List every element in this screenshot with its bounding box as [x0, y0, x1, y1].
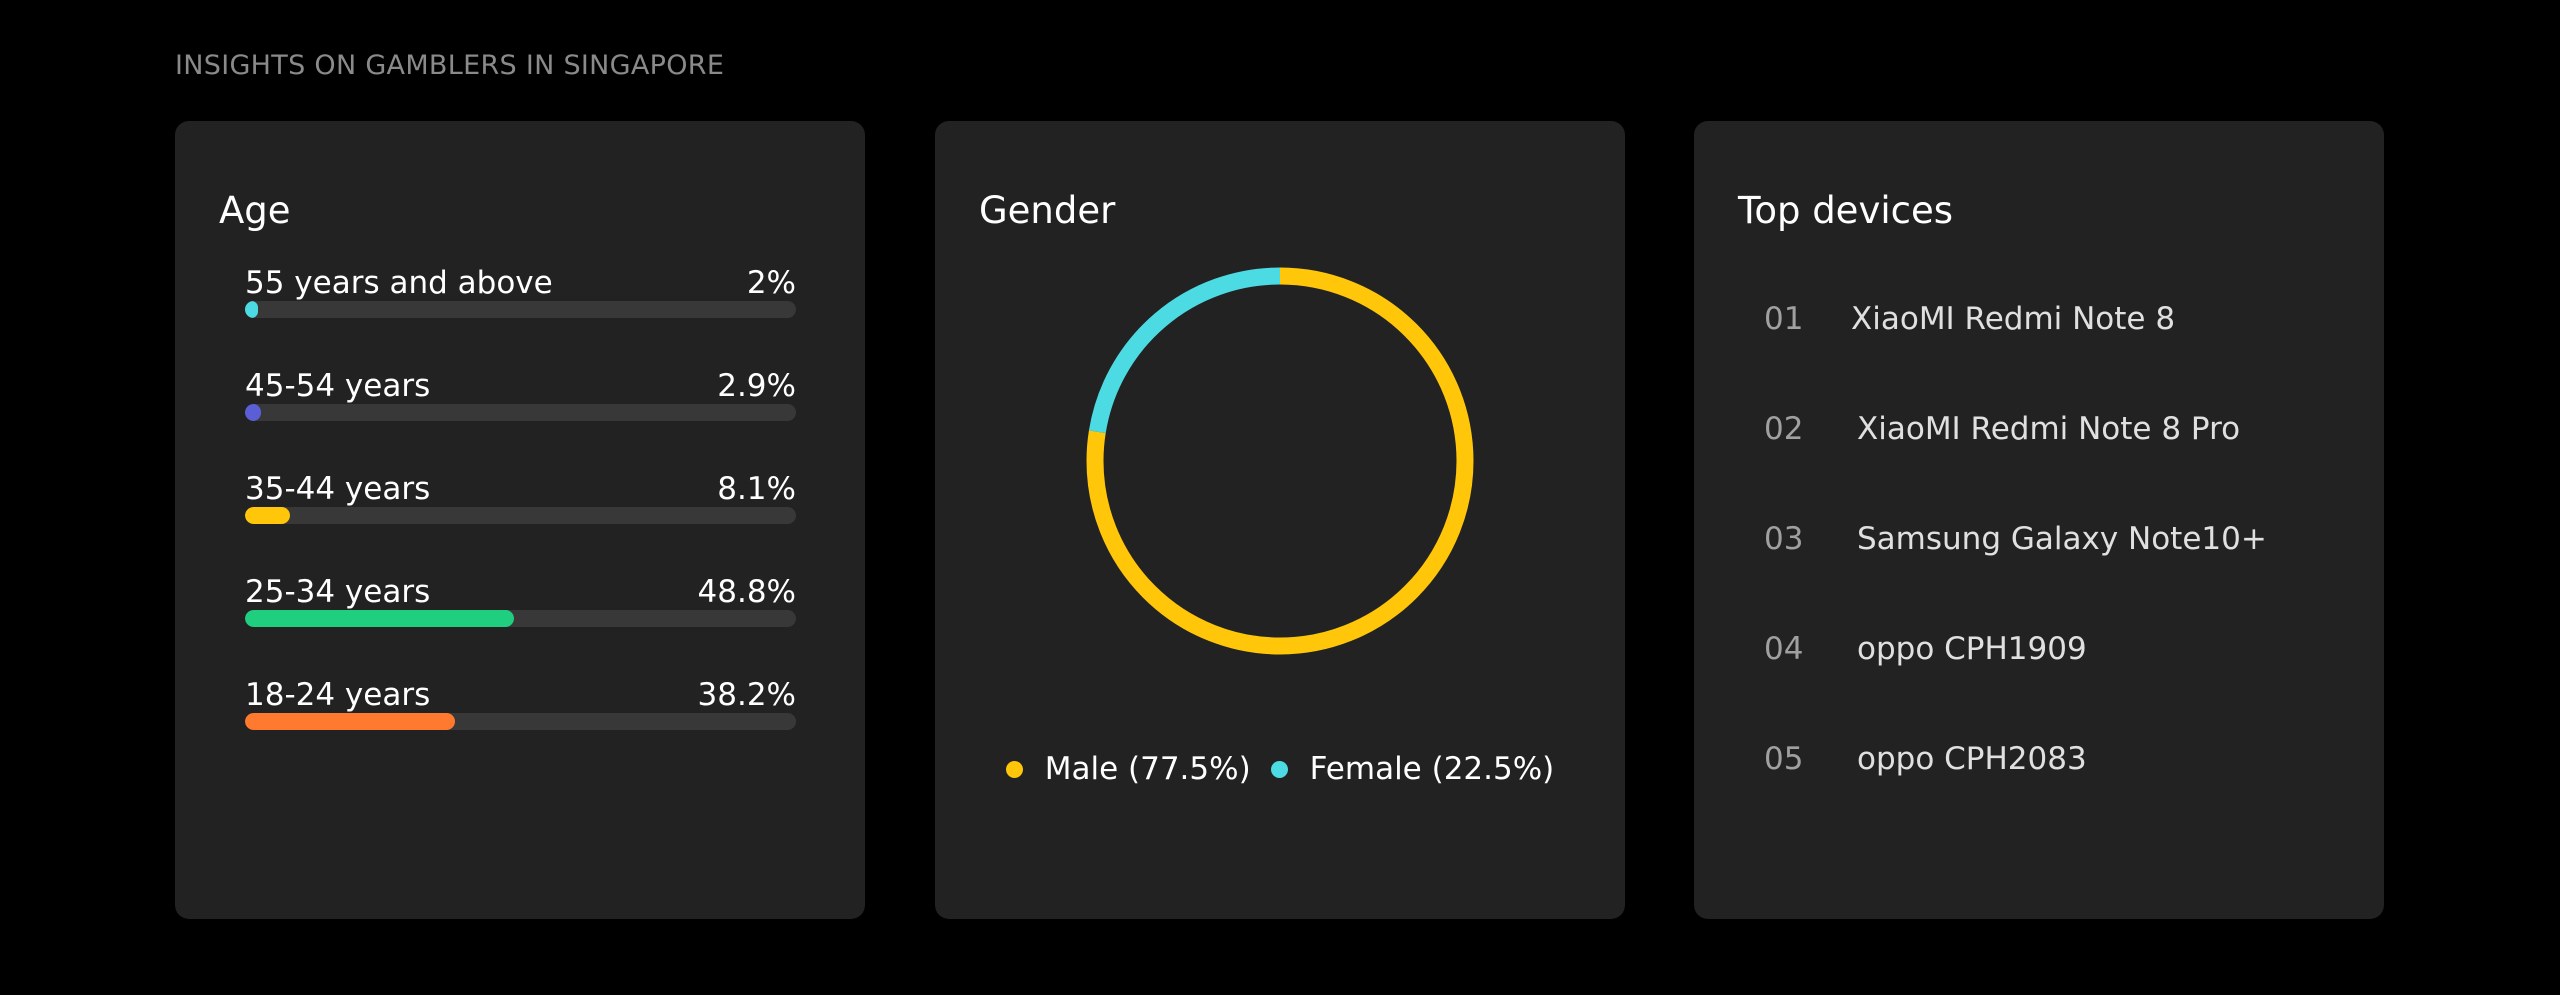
device-rank: 02: [1764, 411, 1804, 447]
age-card: Age 55 years and above 2% 45-54 years 2.…: [175, 121, 865, 919]
gender-legend: Male (77.5%) Female (22.5%): [935, 751, 1625, 787]
age-bar-track: [245, 713, 796, 730]
device-name: XiaoMI Redmi Note 8 Pro: [1857, 411, 2241, 447]
age-bar-fill: [245, 713, 456, 730]
age-row: 45-54 years 2.9%: [245, 368, 796, 471]
age-value: 8.1%: [717, 471, 796, 507]
device-rank: 05: [1764, 741, 1804, 777]
age-label: 35-44 years: [245, 471, 431, 507]
age-bar-track: [245, 301, 796, 318]
age-label: 55 years and above: [245, 265, 553, 301]
donut-female-segment: [1086, 267, 1474, 655]
legend-item-female: Female (22.5%): [1270, 751, 1555, 787]
age-bar-track: [245, 507, 796, 524]
device-rank: 03: [1764, 521, 1804, 557]
page-heading: INSIGHTS ON GAMBLERS IN SINGAPORE: [175, 50, 725, 81]
device-name: XiaoMI Redmi Note 8: [1851, 301, 2176, 337]
age-bar-fill: [245, 404, 261, 421]
gender-donut: [1085, 266, 1475, 656]
age-bar-track: [245, 610, 796, 627]
age-bar-fill: [245, 610, 514, 627]
device-rank: 01: [1764, 301, 1804, 337]
legend-label-male: Male (77.5%): [1044, 751, 1251, 787]
age-label: 25-34 years: [245, 574, 431, 610]
age-bar-fill: [245, 301, 258, 318]
age-label: 18-24 years: [245, 677, 431, 713]
age-value: 48.8%: [697, 574, 796, 610]
age-bar-track: [245, 404, 796, 421]
legend-item-male: Male (77.5%): [1005, 751, 1251, 787]
gender-card: Gender Male (77.5%) Female (22.5%): [935, 121, 1625, 919]
gender-donut-svg: [1086, 267, 1474, 655]
age-bar-fill: [245, 507, 290, 524]
devices-card: Top devices 01 XiaoMI Redmi Note 8 02 Xi…: [1694, 121, 2384, 919]
age-label: 45-54 years: [245, 368, 431, 404]
legend-label-female: Female (22.5%): [1309, 751, 1555, 787]
age-row: 35-44 years 8.1%: [245, 471, 796, 574]
devices-card-title: Top devices: [1738, 189, 1954, 232]
age-value: 2%: [746, 265, 796, 301]
device-rank: 04: [1764, 631, 1804, 667]
legend-dot-male: [1005, 760, 1023, 778]
legend-dot-female: [1270, 760, 1288, 778]
age-row: 55 years and above 2%: [245, 265, 796, 368]
age-value: 38.2%: [697, 677, 796, 713]
age-list: 55 years and above 2% 45-54 years 2.9% 3…: [245, 265, 796, 780]
gender-card-title: Gender: [979, 189, 1116, 232]
device-name: oppo CPH2083: [1857, 741, 2087, 777]
age-row: 18-24 years 38.2%: [245, 677, 796, 780]
device-name: Samsung Galaxy Note10+: [1857, 521, 2267, 557]
age-card-title: Age: [219, 189, 291, 232]
device-name: oppo CPH1909: [1857, 631, 2087, 667]
age-value: 2.9%: [717, 368, 796, 404]
age-row: 25-34 years 48.8%: [245, 574, 796, 677]
